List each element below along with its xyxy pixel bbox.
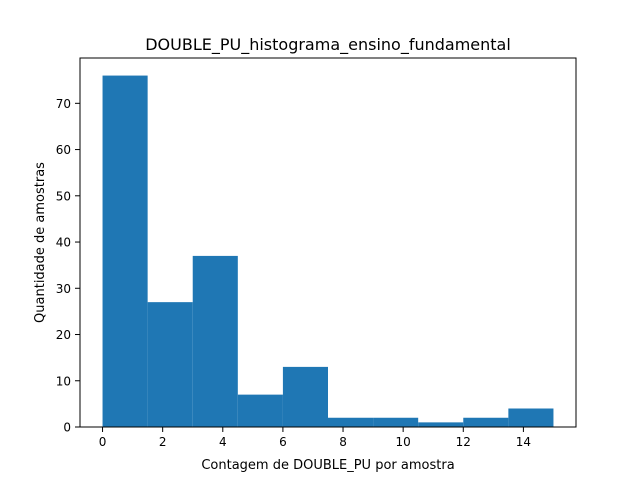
y-tick-label: 60 <box>56 143 71 157</box>
histogram-bar <box>147 302 193 427</box>
histogram-bar <box>373 417 419 427</box>
x-tick-label: 6 <box>279 435 287 449</box>
histogram-bar <box>418 422 464 427</box>
y-tick-label: 70 <box>56 97 71 111</box>
histogram-bar <box>328 417 374 427</box>
x-tick-label: 12 <box>456 435 471 449</box>
bars-group <box>102 75 554 428</box>
x-tick-label: 14 <box>516 435 531 449</box>
histogram-bar <box>237 394 283 427</box>
histogram-bar <box>508 408 554 427</box>
histogram-bar <box>102 75 148 428</box>
histogram-bar <box>192 255 238 427</box>
y-tick-label: 40 <box>56 236 71 250</box>
y-tick-label: 20 <box>56 328 71 342</box>
histogram-bar <box>282 366 328 427</box>
x-tick-label: 0 <box>99 435 107 449</box>
y-tick-label: 50 <box>56 189 71 203</box>
histogram-bar <box>463 417 509 427</box>
x-axis-label: Contagem de DOUBLE_PU por amostra <box>201 458 454 473</box>
y-tick-label: 0 <box>63 421 71 435</box>
y-axis-label: Quantidade de amostras <box>33 162 48 323</box>
y-tick-label: 30 <box>56 282 71 296</box>
y-tick-label: 10 <box>56 374 71 388</box>
y-axis-ticks: 0 10 20 30 40 50 60 70 <box>56 97 80 435</box>
x-tick-label: 8 <box>339 435 347 449</box>
x-axis-ticks: 0 2 4 6 8 10 12 14 <box>99 427 531 449</box>
chart-title: DOUBLE_PU_histograma_ensino_fundamental <box>145 35 511 55</box>
x-tick-label: 10 <box>396 435 411 449</box>
x-tick-label: 2 <box>159 435 167 449</box>
x-tick-label: 4 <box>219 435 227 449</box>
